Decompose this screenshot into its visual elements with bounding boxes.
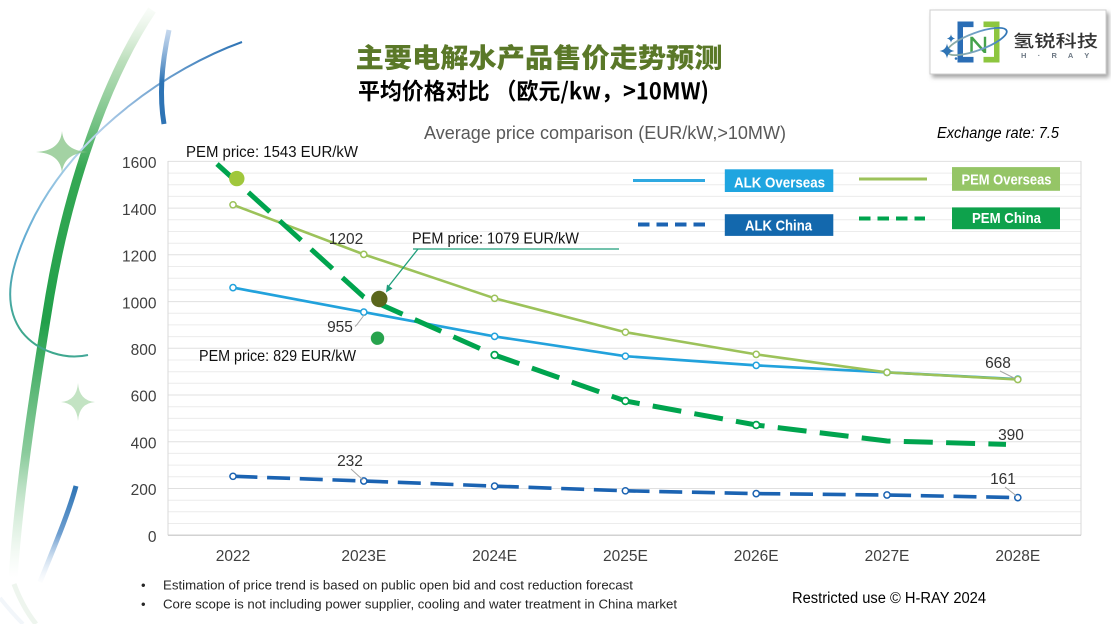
svg-text:1200: 1200 <box>122 249 157 266</box>
svg-text:2026E: 2026E <box>734 548 779 565</box>
svg-text:PEM price: 829 EUR/kW: PEM price: 829 EUR/kW <box>199 348 357 365</box>
svg-text:1400: 1400 <box>122 202 157 219</box>
svg-text:Exchange rate: 7.5: Exchange rate: 7.5 <box>937 125 1059 142</box>
svg-text:200: 200 <box>131 482 157 499</box>
svg-text:1600: 1600 <box>122 155 157 172</box>
svg-text:2027E: 2027E <box>865 548 910 565</box>
svg-text:2024E: 2024E <box>472 548 517 565</box>
svg-text:390: 390 <box>998 427 1024 444</box>
svg-text:955: 955 <box>327 319 353 336</box>
svg-text:800: 800 <box>131 342 157 359</box>
svg-text:•: • <box>141 578 146 593</box>
svg-text:232: 232 <box>337 453 363 470</box>
svg-text:PEM Overseas: PEM Overseas <box>962 172 1052 189</box>
svg-text:Core scope is not including po: Core scope is not including power suppli… <box>163 597 677 612</box>
svg-text:Average price comparison (EUR/: Average price comparison (EUR/kW,>10MW) <box>424 123 786 143</box>
svg-text:2023E: 2023E <box>341 548 386 565</box>
svg-text:1202: 1202 <box>329 231 363 248</box>
svg-text:Estimation of price trend is b: Estimation of price trend is based on pu… <box>163 578 633 593</box>
svg-text:2028E: 2028E <box>995 548 1040 565</box>
svg-text:400: 400 <box>131 435 157 452</box>
svg-text:PEM China: PEM China <box>972 210 1042 227</box>
svg-text:1000: 1000 <box>122 295 157 312</box>
svg-text:600: 600 <box>131 389 157 406</box>
svg-text:•: • <box>141 597 146 612</box>
svg-text:PEM price: 1079 EUR/kW: PEM price: 1079 EUR/kW <box>412 231 580 248</box>
svg-text:2025E: 2025E <box>603 548 648 565</box>
svg-text:0: 0 <box>148 529 157 546</box>
svg-text:2022: 2022 <box>216 548 250 565</box>
svg-text:161: 161 <box>990 471 1016 488</box>
svg-text:668: 668 <box>985 355 1011 372</box>
svg-text:H · R A Y: H · R A Y <box>1021 51 1094 60</box>
svg-text:ALK Overseas: ALK Overseas <box>734 174 825 191</box>
svg-text:Restricted use © H-RAY 2024: Restricted use © H-RAY 2024 <box>792 590 986 607</box>
svg-text:ALK China: ALK China <box>745 218 813 235</box>
svg-text:PEM price: 1543 EUR/kW: PEM price: 1543 EUR/kW <box>186 144 359 161</box>
